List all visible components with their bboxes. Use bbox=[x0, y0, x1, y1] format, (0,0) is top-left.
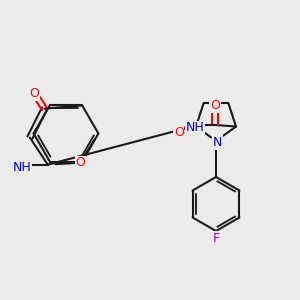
Text: O: O bbox=[210, 99, 220, 112]
Text: NH: NH bbox=[13, 161, 32, 174]
Text: F: F bbox=[212, 232, 220, 245]
Text: O: O bbox=[29, 87, 39, 100]
Text: O: O bbox=[174, 126, 184, 139]
Text: NH: NH bbox=[186, 122, 205, 134]
Text: N: N bbox=[213, 136, 222, 149]
Text: O: O bbox=[75, 156, 85, 169]
